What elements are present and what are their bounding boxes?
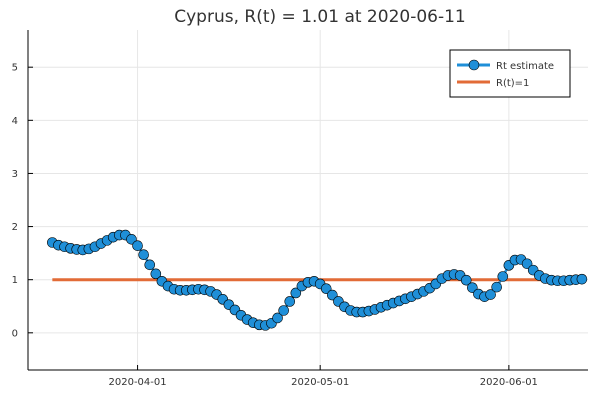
- data-point-rt-estimate: [497, 271, 509, 282]
- legend-label-rt-estimate: Rt estimate: [496, 61, 554, 72]
- legend-box: [449, 49, 571, 98]
- x-tick-label: 2020-04-01: [109, 377, 167, 388]
- y-tick-label: 5: [12, 63, 18, 74]
- data-point-rt-estimate: [290, 287, 302, 299]
- series-layer: [47, 229, 588, 331]
- y-tick-label: 3: [12, 169, 18, 180]
- y-tick-label: 4: [12, 116, 18, 127]
- data-point-rt-estimate: [150, 268, 162, 280]
- legend: Rt estimate R(t)=1: [449, 49, 571, 98]
- x-tick-label: 2020-06-01: [480, 377, 538, 388]
- data-point-rt-estimate: [576, 273, 588, 285]
- y-tick-label: 1: [12, 275, 18, 286]
- axes: 0 1 2 3 4 5 2020-04-01 2020-05-01 2020-06-01: [12, 30, 588, 388]
- legend-label-rt-threshold: R(t)=1: [496, 78, 529, 89]
- data-point-rt-estimate: [272, 312, 283, 324]
- chart-title: Cyprus, R(t) = 1.01 at 2020-06-11: [174, 7, 465, 27]
- y-tick-label: 0: [12, 328, 18, 339]
- data-point-rt-estimate: [144, 259, 156, 271]
- data-point-rt-estimate: [460, 274, 472, 286]
- y-tick-label: 2: [12, 222, 18, 233]
- data-point-rt-estimate: [485, 289, 496, 300]
- data-point-rt-estimate: [138, 249, 149, 261]
- legend-marker-rt-estimate: [468, 59, 480, 71]
- x-tick-label: 2020-05-01: [291, 377, 349, 388]
- data-point-rt-estimate: [132, 240, 143, 251]
- data-point-rt-estimate: [491, 281, 502, 293]
- data-point-rt-estimate: [278, 305, 289, 316]
- data-point-rt-estimate: [284, 296, 296, 307]
